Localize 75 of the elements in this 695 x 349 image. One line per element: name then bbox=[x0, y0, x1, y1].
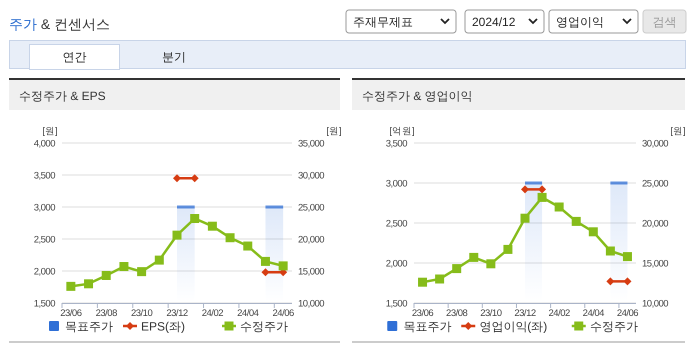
x-tick-label: 23/06 bbox=[60, 308, 82, 319]
x-tick-label: 24/02 bbox=[202, 308, 224, 319]
x-tick-label: 24/04 bbox=[582, 308, 604, 319]
y2-tick-label: 15,000 bbox=[642, 258, 668, 270]
point bbox=[243, 242, 252, 251]
y-axis-title: [억원] bbox=[389, 126, 415, 137]
x-tick-label: 23/12 bbox=[166, 308, 188, 319]
x-tick-label: 23/06 bbox=[412, 308, 434, 319]
point bbox=[260, 256, 270, 266]
point bbox=[538, 192, 547, 202]
point bbox=[226, 233, 235, 242]
point bbox=[102, 270, 111, 280]
point bbox=[208, 222, 217, 231]
point bbox=[137, 267, 146, 276]
point bbox=[452, 264, 462, 274]
y-tick-label: 3,500 bbox=[386, 138, 408, 150]
y-tick-label: 1,500 bbox=[34, 298, 56, 310]
y-tick-label: 4,000 bbox=[34, 138, 56, 150]
point bbox=[503, 244, 512, 254]
point bbox=[572, 216, 581, 226]
y2-tick-label: 15,000 bbox=[298, 266, 324, 278]
y2-tick-label: 10,000 bbox=[642, 298, 668, 310]
legend-label: EPS(좌) bbox=[141, 320, 186, 334]
x-tick-label: 24/06 bbox=[272, 308, 294, 319]
point bbox=[84, 279, 94, 288]
point bbox=[606, 246, 615, 256]
x-tick-label: 24/04 bbox=[237, 308, 259, 319]
y2-tick-label: 30,000 bbox=[298, 170, 324, 182]
legend-label: 수정주가 bbox=[590, 320, 638, 334]
x-tick-label: 23/12 bbox=[514, 308, 536, 319]
y-tick-label: 3,000 bbox=[34, 202, 56, 214]
y2-tick-label: 25,000 bbox=[642, 178, 668, 190]
y-tick-label: 2,000 bbox=[34, 266, 56, 278]
y-tick-label: 3,500 bbox=[34, 170, 56, 182]
y-tick-label: 2,500 bbox=[34, 234, 56, 246]
point bbox=[418, 278, 428, 287]
y-tick-label: 1,500 bbox=[386, 298, 408, 310]
point bbox=[278, 261, 288, 270]
x-tick-label: 23/08 bbox=[446, 308, 468, 319]
point bbox=[154, 256, 164, 265]
y2-tick-label: 35,000 bbox=[298, 138, 324, 150]
point bbox=[469, 252, 478, 262]
x-tick-label: 23/08 bbox=[96, 308, 118, 319]
y-axis-title: [원] bbox=[42, 126, 58, 137]
y-tick-label: 3,000 bbox=[386, 178, 408, 190]
point bbox=[622, 252, 632, 262]
chart-title: 수정주가 & EPS bbox=[19, 89, 106, 103]
x-tick-label: 24/06 bbox=[616, 308, 638, 319]
point bbox=[520, 214, 530, 223]
page-header: 주가 & 컨센서스 주재무제표 2024/12 영업이익 검색 연간 분기 bbox=[9, 10, 686, 70]
x-tick-label: 23/10 bbox=[480, 308, 502, 319]
x-tick-label: 23/10 bbox=[130, 308, 152, 319]
y2-axis-title: [원] bbox=[326, 126, 342, 137]
chart-title: 수정주가 & 영업이익 bbox=[362, 89, 473, 103]
legend-label: 목표주가 bbox=[403, 320, 452, 334]
legend-label: 수정주가 bbox=[240, 320, 288, 334]
point bbox=[66, 282, 76, 291]
y2-tick-label: 30,000 bbox=[642, 138, 668, 150]
point bbox=[119, 262, 128, 272]
point bbox=[172, 230, 182, 240]
legend-label: 목표주가 bbox=[65, 320, 113, 334]
point bbox=[486, 259, 496, 268]
y2-tick-label: 25,000 bbox=[298, 202, 324, 214]
y2-tick-label: 10,000 bbox=[298, 298, 324, 310]
y2-axis-title: [원] bbox=[670, 126, 686, 137]
point bbox=[435, 274, 444, 284]
point bbox=[190, 214, 200, 224]
legend-label: 영업이익(좌) bbox=[479, 320, 548, 334]
y-tick-label: 2,500 bbox=[386, 218, 408, 230]
y-tick-label: 2,000 bbox=[386, 258, 408, 270]
y2-tick-label: 20,000 bbox=[298, 234, 324, 246]
point bbox=[588, 227, 598, 236]
point bbox=[554, 202, 564, 212]
y2-tick-label: 20,000 bbox=[642, 218, 668, 230]
x-tick-label: 24/02 bbox=[548, 308, 570, 319]
